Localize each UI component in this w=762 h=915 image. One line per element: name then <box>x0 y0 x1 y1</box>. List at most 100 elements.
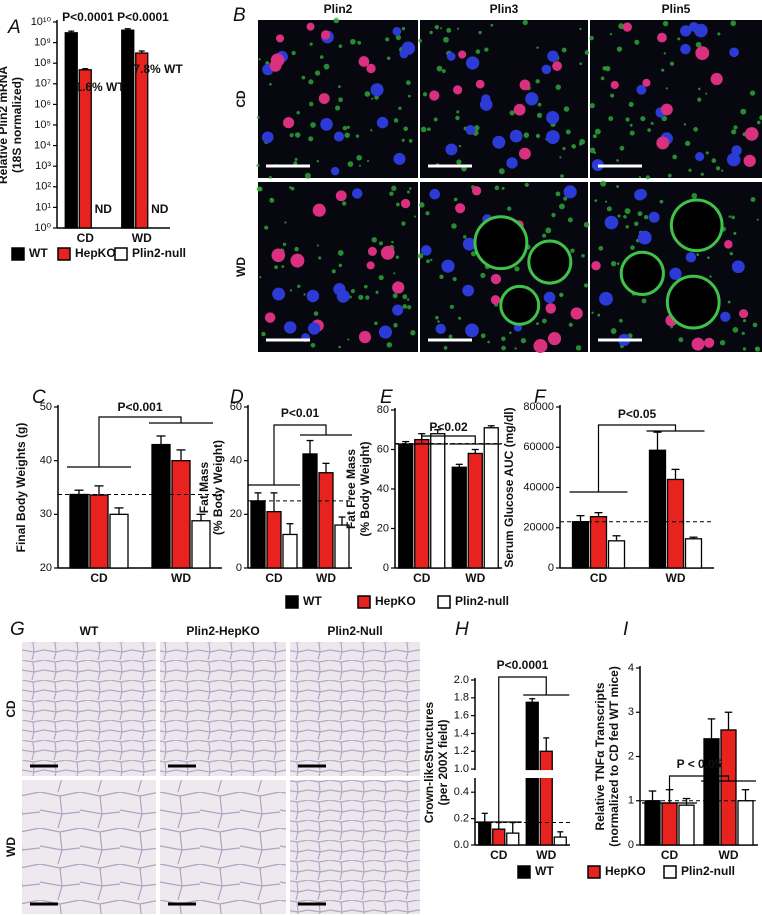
speck <box>257 186 263 192</box>
y-tick-label: 10¹ <box>35 201 51 213</box>
nucleus <box>366 63 376 74</box>
nucleus <box>462 284 475 297</box>
legend-swatch <box>11 247 25 261</box>
value-label: ND <box>151 202 169 216</box>
y-tick-label: 1.2 <box>454 745 469 757</box>
speck <box>733 125 738 130</box>
speck <box>417 253 424 259</box>
y-tick-label: 40000 <box>523 481 554 493</box>
speck <box>429 30 433 35</box>
nucleus <box>552 61 562 71</box>
speck <box>364 91 371 97</box>
y-axis-label: (% Body Weight) <box>211 440 225 535</box>
speck <box>560 174 564 179</box>
speck <box>509 110 515 116</box>
nucleus <box>333 131 345 142</box>
nucleus <box>446 52 456 61</box>
speck <box>443 346 448 350</box>
nucleus <box>378 325 393 339</box>
panel-letter: A <box>7 17 21 38</box>
nucleus <box>547 331 562 346</box>
nucleus <box>429 90 440 101</box>
speck <box>630 245 635 251</box>
panel-letter: F <box>534 387 547 408</box>
legend-label: Plin2-null <box>455 594 509 608</box>
y-tick-label: 2.0 <box>454 674 469 686</box>
significance-bracket <box>642 775 756 804</box>
speck <box>688 168 692 172</box>
speck <box>420 126 427 133</box>
nucleus <box>695 46 710 61</box>
nucleus <box>660 103 673 116</box>
legend-label: HepKO <box>375 594 416 608</box>
speck <box>441 69 446 74</box>
speck <box>592 134 597 139</box>
row-label: CD <box>4 700 18 718</box>
speck <box>323 63 330 70</box>
legend-swatch <box>437 595 451 609</box>
speck <box>507 206 512 211</box>
speck <box>455 115 460 121</box>
bar <box>250 500 266 569</box>
nucleus <box>743 154 756 167</box>
speck <box>314 70 321 76</box>
speck <box>537 102 542 107</box>
speck <box>406 190 410 194</box>
speck <box>308 101 314 107</box>
lipid-droplet <box>499 284 541 326</box>
nucleus <box>271 248 286 263</box>
speck <box>282 242 287 246</box>
legend-swatch <box>587 865 601 879</box>
nucleus <box>680 25 692 37</box>
nucleus <box>518 147 531 160</box>
speck <box>609 32 613 36</box>
speck <box>672 154 678 160</box>
speck <box>640 116 646 122</box>
x-tick-label: CD <box>77 231 95 245</box>
speck <box>628 101 634 108</box>
speck <box>711 158 717 163</box>
speck <box>535 133 541 139</box>
speck <box>729 252 733 256</box>
speck <box>371 237 377 243</box>
speck <box>440 27 443 30</box>
bar <box>703 738 720 846</box>
speck <box>448 334 453 339</box>
speck <box>289 133 294 138</box>
speck <box>514 266 520 272</box>
micrograph <box>258 20 418 178</box>
annotation: P<0.0001 <box>117 10 169 24</box>
speck <box>453 197 458 202</box>
nucleus <box>744 127 759 141</box>
nucleus <box>680 43 691 55</box>
nucleus <box>545 130 560 144</box>
nucleus <box>509 129 523 143</box>
speck <box>451 223 457 229</box>
speck <box>750 197 756 202</box>
nucleus <box>525 92 539 106</box>
x-tick-label: CD <box>490 848 508 862</box>
speck <box>313 311 319 316</box>
speck <box>433 117 438 122</box>
speck <box>623 214 627 219</box>
nucleus <box>691 337 705 351</box>
y-tick-label: 10³ <box>35 160 51 172</box>
speck <box>347 338 350 341</box>
speck <box>331 269 336 274</box>
nucleus <box>318 93 330 105</box>
y-tick-label: 80 <box>377 404 389 416</box>
y-tick-label: 80000 <box>523 401 554 413</box>
bar <box>191 520 211 569</box>
nucleus <box>393 152 406 165</box>
speck <box>647 128 651 132</box>
speck <box>478 30 482 35</box>
panel-letter: G <box>10 619 25 640</box>
speck <box>583 221 590 228</box>
speck <box>707 256 710 259</box>
y-tick-label: 0 <box>236 562 242 574</box>
nucleus <box>401 41 415 56</box>
nucleus <box>657 32 667 43</box>
y-tick-label: 4 <box>628 662 634 674</box>
y-tick-label: 10⁴ <box>34 140 51 152</box>
